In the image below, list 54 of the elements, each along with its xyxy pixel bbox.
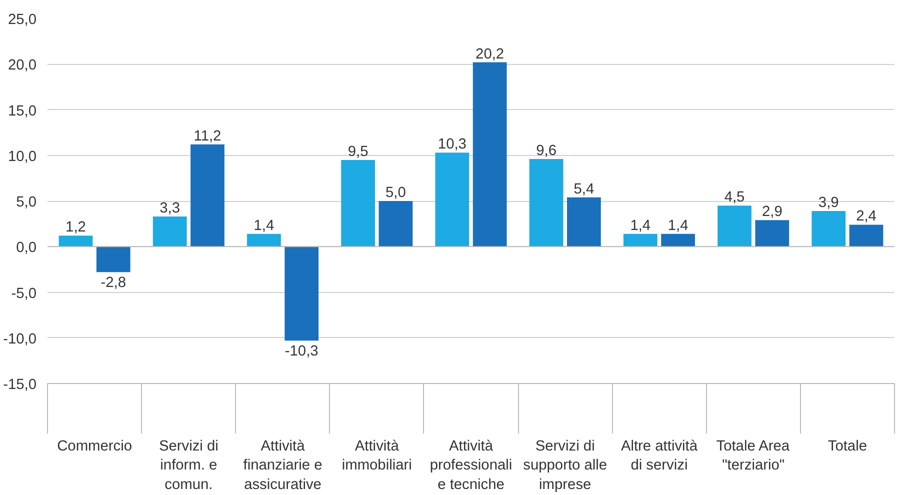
bar: [623, 234, 658, 247]
data-label: 2,9: [762, 204, 782, 220]
data-label: 9,5: [348, 144, 368, 160]
y-tick-label: 5,0: [16, 194, 36, 210]
bar: [529, 159, 564, 247]
y-tick-label: -5,0: [11, 286, 37, 302]
data-label: 1,4: [630, 218, 651, 234]
y-tick-label: 0,0: [16, 240, 36, 256]
bar: [435, 152, 470, 247]
x-tick-label: Totale Area "terziario": [716, 438, 790, 474]
bar: [247, 234, 281, 247]
bar: [378, 201, 413, 247]
data-label: 3,9: [818, 195, 839, 212]
bar: [341, 160, 376, 247]
x-tick-label: Servizi di supporto alle imprese: [523, 438, 608, 493]
x-tick-label: Commercio: [57, 438, 132, 454]
data-label: 20,2: [476, 46, 504, 62]
bar: [661, 234, 695, 247]
data-label: 1,2: [66, 220, 86, 236]
data-label: 9,6: [536, 143, 556, 160]
bar: [152, 216, 187, 247]
y-tick-label: 20,0: [8, 58, 37, 74]
bar: [812, 211, 846, 247]
bar: [96, 246, 130, 272]
x-tick-label: Altre attività di servizi: [620, 438, 698, 474]
data-label: 3,3: [160, 200, 180, 217]
data-label: 4,5: [724, 190, 745, 206]
bar: [566, 197, 601, 247]
data-label: 10,3: [438, 136, 466, 153]
x-tick-label: Attività immobiliari: [342, 438, 412, 474]
y-tick-label: -10,0: [3, 331, 36, 348]
data-label: 2,4: [856, 208, 876, 225]
bar: [755, 220, 790, 247]
bar: [472, 62, 507, 247]
data-label: 5,4: [574, 181, 594, 198]
data-label: 1,4: [668, 218, 688, 234]
bar: [284, 246, 319, 341]
data-label: 5,0: [386, 185, 406, 201]
data-label: -2,8: [100, 275, 126, 292]
x-tick-label: Servizi di inform. e comun.: [158, 438, 218, 493]
y-tick-label: 15,0: [8, 103, 37, 120]
x-tick-label: Totale: [828, 438, 867, 454]
bar: [718, 206, 752, 247]
y-tick-label: 25,0: [8, 12, 37, 28]
data-label: 1,4: [254, 218, 274, 234]
y-tick-label: 10,0: [8, 148, 37, 165]
data-label: -10,3: [284, 344, 318, 360]
x-tick-label: Attività professionali e tecniche: [430, 438, 512, 493]
y-tick-label: -15,0: [3, 377, 36, 393]
bar: [849, 224, 884, 247]
bar: [190, 144, 224, 247]
bar: [58, 236, 93, 247]
data-label: 11,2: [194, 128, 222, 144]
x-tick-label: Attività finanziarie e assicurative: [243, 438, 322, 493]
